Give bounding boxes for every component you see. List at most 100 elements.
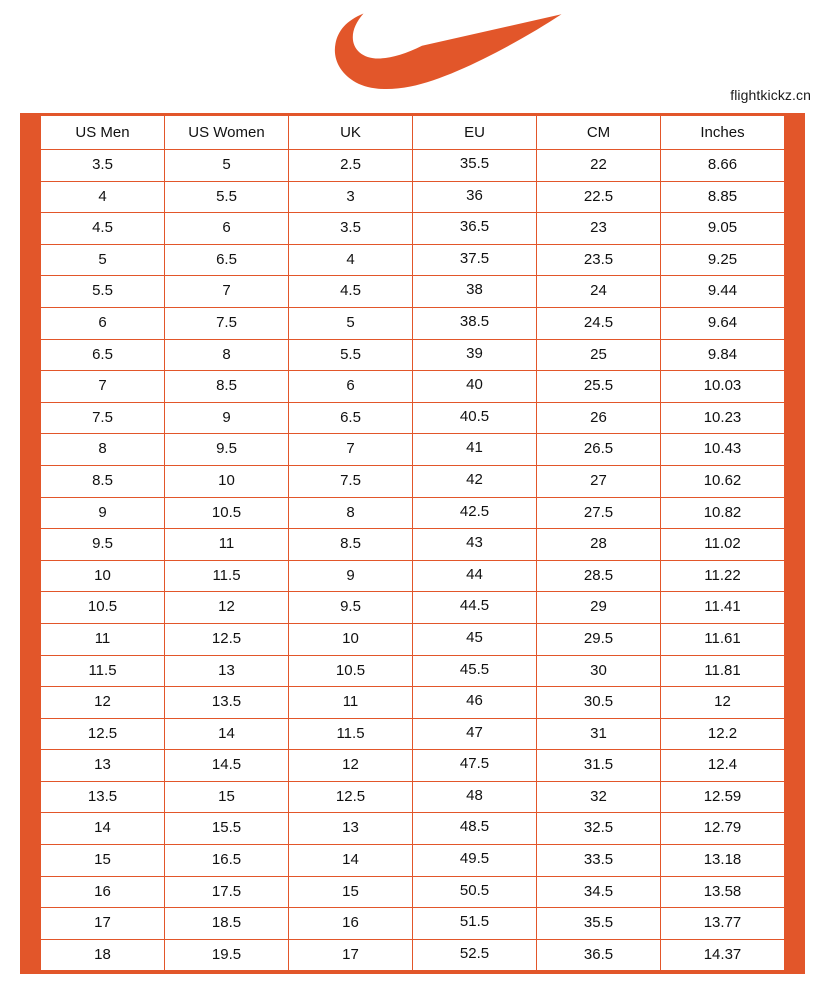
cell-inches: 9.25: [660, 243, 785, 277]
cell-eu: 49.5: [412, 844, 537, 877]
nike-swoosh-icon: [318, 12, 563, 90]
cell-cm: 36.5: [536, 938, 661, 972]
cell-us-men: 9: [40, 496, 165, 530]
cell-us-men: 4: [40, 180, 165, 214]
cell-uk: 4.5: [288, 275, 413, 308]
cell-eu: 47.5: [412, 749, 537, 782]
cell-inches: 13.18: [660, 844, 785, 877]
size-chart-frame: US Men US Women UK EU CM Inches 3.5 5 2.5 35.5 22…: [20, 113, 805, 975]
cell-eu: 42.5: [412, 496, 537, 530]
table-row: 16 17.5 15 50.5 34.5 13.58: [40, 875, 785, 909]
cell-uk: 11.5: [288, 717, 413, 751]
cell-us-women: 6: [164, 212, 289, 245]
cell-uk: 6: [288, 370, 413, 403]
cell-uk: 5: [288, 306, 413, 340]
table-row: 14 15.5 13 48.5 32.5 12.79: [40, 812, 785, 846]
cell-eu: 36: [412, 180, 537, 214]
column-header-us-men: US Men: [40, 115, 165, 150]
cell-cm: 31: [536, 717, 661, 751]
table-row: 13 14.5 12 47.5 31.5 12.4: [40, 749, 785, 782]
table-header-row: US Men US Women UK EU CM Inches: [40, 115, 785, 150]
cell-uk: 12.5: [288, 780, 413, 814]
cell-cm: 24: [536, 275, 661, 308]
cell-uk: 11: [288, 686, 413, 719]
cell-inches: 11.02: [660, 528, 785, 561]
table-row: 12 13.5 11 46 30.5 12: [40, 686, 785, 719]
cell-inches: 13.58: [660, 875, 785, 909]
cell-inches: 13.77: [660, 907, 785, 940]
cell-eu: 47: [412, 717, 537, 751]
cell-us-women: 13.5: [164, 686, 289, 719]
cell-uk: 5.5: [288, 338, 413, 372]
cell-us-men: 5: [40, 243, 165, 277]
cell-uk: 7: [288, 433, 413, 466]
table-row: 9.5 11 8.5 43 28 11.02: [40, 528, 785, 561]
cell-eu: 44: [412, 559, 537, 593]
cell-eu: 35.5: [412, 149, 537, 182]
column-header-uk: UK: [288, 115, 413, 150]
cell-us-men: 13: [40, 749, 165, 782]
table-row: 17 18.5 16 51.5 35.5 13.77: [40, 907, 785, 940]
cell-inches: 11.41: [660, 591, 785, 624]
cell-us-women: 19.5: [164, 938, 289, 972]
table-row: 12.5 14 11.5 47 31 12.2: [40, 717, 785, 751]
column-header-inches: Inches: [660, 115, 785, 150]
table-row: 6.5 8 5.5 39 25 9.84: [40, 338, 785, 372]
cell-us-men: 6: [40, 306, 165, 340]
cell-eu: 42: [412, 464, 537, 498]
cell-inches: 11.81: [660, 654, 785, 688]
cell-cm: 29: [536, 591, 661, 624]
cell-cm: 28: [536, 528, 661, 561]
cell-uk: 10: [288, 622, 413, 656]
cell-cm: 33.5: [536, 844, 661, 877]
cell-inches: 11.61: [660, 622, 785, 656]
cell-eu: 41: [412, 433, 537, 466]
cell-us-men: 3.5: [40, 149, 165, 182]
cell-us-men: 5.5: [40, 275, 165, 308]
cell-us-women: 11: [164, 528, 289, 561]
cell-inches: 12.79: [660, 812, 785, 846]
cell-uk: 16: [288, 907, 413, 940]
cell-inches: 12.2: [660, 717, 785, 751]
cell-us-men: 16: [40, 875, 165, 909]
table-body: 3.5 5 2.5 35.5 22 8.66 4 5.5 3 36 22.5 8.85 4.5 6 3.5 3…: [40, 149, 785, 972]
cell-cm: 25.5: [536, 370, 661, 403]
cell-inches: 9.84: [660, 338, 785, 372]
cell-us-women: 9: [164, 401, 289, 435]
cell-cm: 22.5: [536, 180, 661, 214]
table-row: 7.5 9 6.5 40.5 26 10.23: [40, 401, 785, 435]
cell-eu: 51.5: [412, 907, 537, 940]
cell-cm: 23.5: [536, 243, 661, 277]
cell-cm: 30: [536, 654, 661, 688]
cell-uk: 7.5: [288, 464, 413, 498]
cell-us-men: 7: [40, 370, 165, 403]
cell-inches: 11.22: [660, 559, 785, 593]
table-row: 11.5 13 10.5 45.5 30 11.81: [40, 654, 785, 688]
cell-cm: 31.5: [536, 749, 661, 782]
cell-us-women: 7: [164, 275, 289, 308]
table-row: 6 7.5 5 38.5 24.5 9.64: [40, 306, 785, 340]
table-row: 4 5.5 3 36 22.5 8.85: [40, 180, 785, 214]
column-header-us-women: US Women: [164, 115, 289, 150]
cell-us-men: 12.5: [40, 717, 165, 751]
cell-us-men: 11: [40, 622, 165, 656]
cell-us-men: 8: [40, 433, 165, 466]
cell-uk: 10.5: [288, 654, 413, 688]
cell-cm: 25: [536, 338, 661, 372]
cell-uk: 8.5: [288, 528, 413, 561]
cell-us-women: 9.5: [164, 433, 289, 466]
table-row: 9 10.5 8 42.5 27.5 10.82: [40, 496, 785, 530]
cell-inches: 9.44: [660, 275, 785, 308]
table-row: 13.5 15 12.5 48 32 12.59: [40, 780, 785, 814]
cell-inches: 8.85: [660, 180, 785, 214]
cell-us-women: 13: [164, 654, 289, 688]
cell-eu: 40: [412, 370, 537, 403]
table-row: 7 8.5 6 40 25.5 10.03: [40, 370, 785, 403]
cell-eu: 43: [412, 528, 537, 561]
cell-eu: 37.5: [412, 243, 537, 277]
cell-us-men: 12: [40, 686, 165, 719]
table-row: 5.5 7 4.5 38 24 9.44: [40, 275, 785, 308]
cell-us-men: 10.5: [40, 591, 165, 624]
cell-cm: 26: [536, 401, 661, 435]
table-row: 8.5 10 7.5 42 27 10.62: [40, 464, 785, 498]
